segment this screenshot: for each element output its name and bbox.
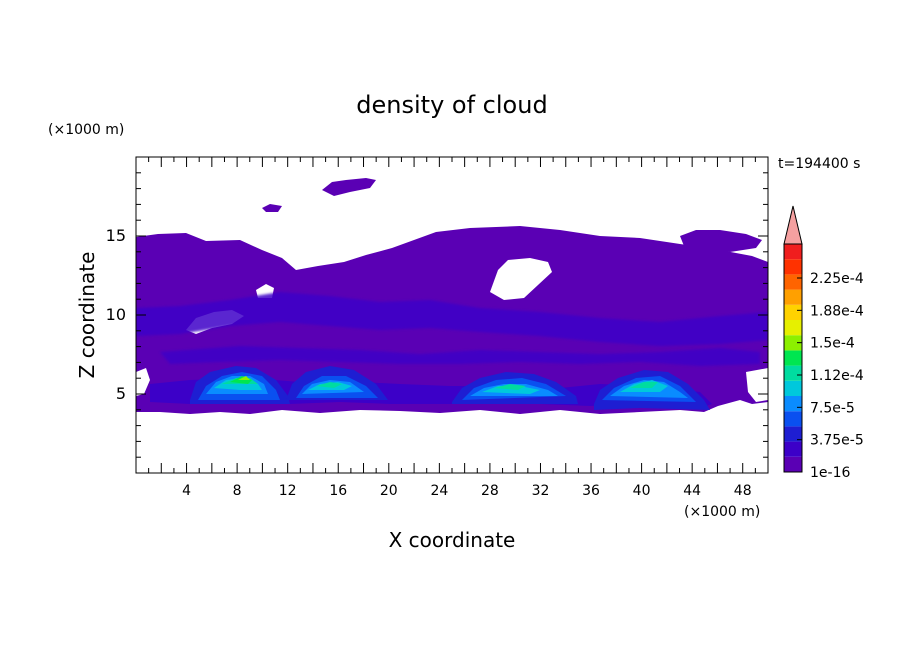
colorbar-frame bbox=[783, 243, 803, 473]
y-tick-label: 15 bbox=[106, 226, 126, 245]
colorbar-swatch bbox=[784, 289, 802, 305]
colorbar-swatch bbox=[784, 335, 802, 351]
colorbar: 1e-16 3.75e-5 7.5e-5 1.12e-4 1.5e-4 1.88e-4 2.… bbox=[783, 205, 864, 481]
cloud-patch-high-2 bbox=[262, 204, 282, 212]
density-field bbox=[136, 178, 768, 414]
chart-title: density of cloud bbox=[356, 91, 547, 119]
y-tick-label: 10 bbox=[106, 305, 126, 324]
colorbar-swatch bbox=[784, 350, 802, 366]
colorbar-label: 3.75e-5 bbox=[810, 433, 864, 449]
x-tick-label: 36 bbox=[582, 483, 600, 499]
time-label: t=194400 s bbox=[778, 156, 860, 172]
cell-1 bbox=[190, 366, 290, 404]
colorbar-swatch bbox=[784, 244, 802, 260]
x-tick-label: 44 bbox=[683, 483, 701, 499]
x-tick-label: 48 bbox=[734, 483, 752, 499]
x-tick-label: 32 bbox=[532, 483, 550, 499]
cell-3 bbox=[452, 372, 578, 404]
x-tick-label: 12 bbox=[279, 483, 297, 499]
colorbar-swatch bbox=[784, 274, 802, 290]
colorbar-swatch bbox=[784, 426, 802, 442]
cell-2 bbox=[286, 366, 388, 400]
colorbar-swatch bbox=[784, 259, 802, 275]
y-axis-label: Z coordinate bbox=[75, 252, 99, 379]
y-unit-label: (×1000 m) bbox=[48, 122, 124, 138]
colorbar-label: 1.88e-4 bbox=[810, 303, 864, 319]
x-tick-label: 40 bbox=[633, 483, 651, 499]
colorbar-swatch bbox=[784, 380, 802, 396]
colorbar-swatch bbox=[784, 365, 802, 381]
colorbar-label: 1e-16 bbox=[810, 465, 850, 481]
cloud-layer-mid-2 bbox=[160, 346, 760, 366]
x-tick-label: 20 bbox=[380, 483, 398, 499]
cell-4 bbox=[594, 370, 710, 410]
x-axis-label: X coordinate bbox=[389, 528, 516, 552]
colorbar-swatch bbox=[784, 411, 802, 427]
x-unit-label: (×1000 m) bbox=[684, 504, 760, 520]
colorbar-swatch bbox=[784, 456, 802, 472]
colorbar-extend-arrow bbox=[783, 205, 803, 245]
colorbar-swatch bbox=[784, 320, 802, 336]
x-tick-label: 28 bbox=[481, 483, 499, 499]
x-tick-label: 16 bbox=[329, 483, 347, 499]
y-axis: 5 10 15 bbox=[106, 172, 768, 458]
cloud-gap-1 bbox=[490, 258, 552, 300]
x-tick-label: 4 bbox=[182, 483, 191, 499]
cloud-gap-4 bbox=[136, 368, 150, 396]
cloud-patch-high-1 bbox=[322, 178, 376, 196]
colorbar-swatch bbox=[784, 304, 802, 320]
colorbar-label: 7.5e-5 bbox=[810, 400, 855, 416]
colorbar-label: 2.25e-4 bbox=[810, 271, 864, 287]
y-tick-label: 5 bbox=[116, 384, 126, 403]
colorbar-label: 1.5e-4 bbox=[810, 336, 855, 352]
cloud-layer-mid bbox=[136, 292, 768, 346]
colorbar-swatch bbox=[784, 441, 802, 457]
cloud-patch-high-3 bbox=[680, 230, 762, 252]
x-axis: 4 8 12 16 20 24 28 32 36 40 44 48 bbox=[148, 157, 756, 499]
colorbar-swatch bbox=[784, 396, 802, 412]
x-tick-label: 8 bbox=[233, 483, 242, 499]
colorbar-label: 1.12e-4 bbox=[810, 368, 864, 384]
x-tick-label: 24 bbox=[430, 483, 448, 499]
